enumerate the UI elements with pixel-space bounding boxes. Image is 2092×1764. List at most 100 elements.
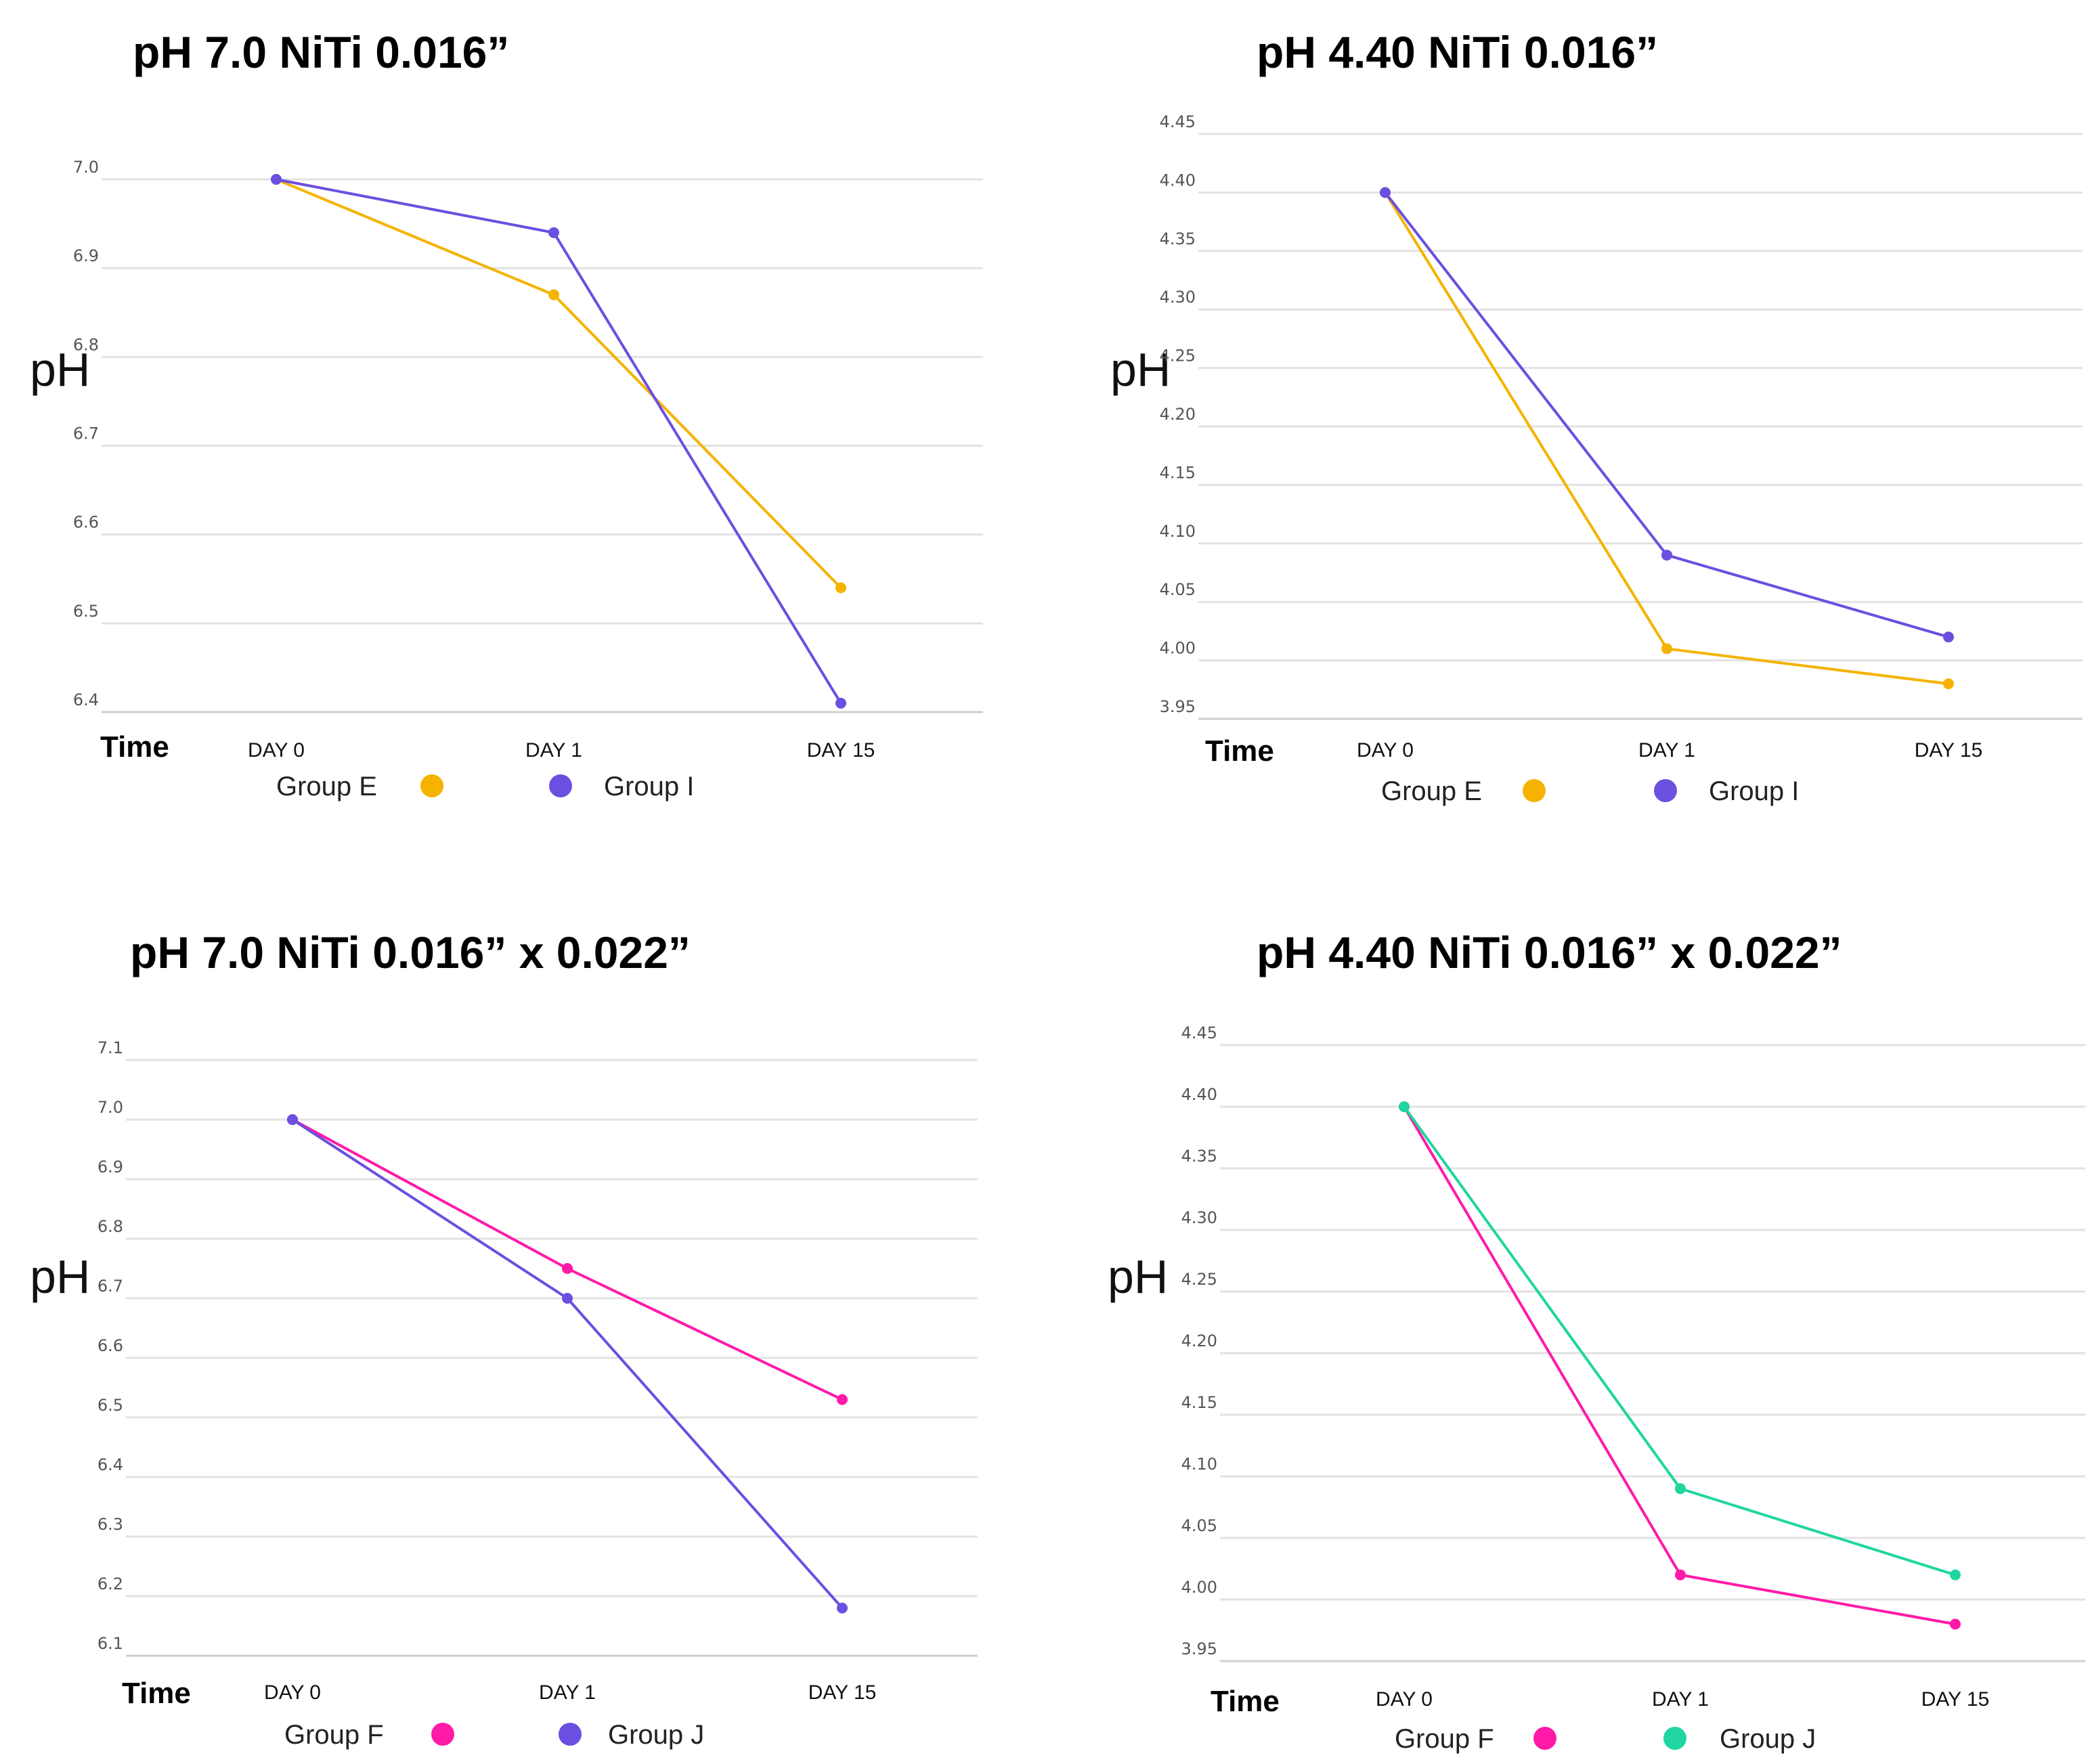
x-tick-label: DAY 15 <box>807 739 875 762</box>
legend-item: Group E <box>276 772 443 801</box>
series-line-group-i <box>1384 192 1949 638</box>
legend-swatch <box>1533 1727 1556 1750</box>
y-tick-label: 6.7 <box>73 424 99 443</box>
legend-item: Group E <box>1381 776 1546 806</box>
y-tick-label: 4.30 <box>1181 1208 1217 1227</box>
legend-swatch <box>420 774 443 797</box>
y-tick-label: 4.15 <box>1160 463 1196 482</box>
data-point <box>1943 678 1954 690</box>
series-line-group-f <box>1403 1105 1956 1626</box>
data-point <box>271 174 282 185</box>
y-axis-label: pH <box>1110 343 1171 396</box>
x-tick-label: DAY 15 <box>808 1681 877 1704</box>
legend-item: Group I <box>1654 776 1799 806</box>
y-tick-label: 4.00 <box>1160 639 1196 658</box>
x-tick-label: DAY 1 <box>1638 739 1695 762</box>
legend-label: Group J <box>1720 1724 1816 1754</box>
data-point <box>1661 643 1672 655</box>
legend-label: Group E <box>1381 776 1482 806</box>
series-line-group-i <box>276 178 842 704</box>
y-axis-label: pH <box>30 343 90 396</box>
y-tick-label: 6.9 <box>73 246 99 265</box>
legend-swatch <box>549 774 572 797</box>
data-point <box>835 697 846 709</box>
legend-swatch <box>431 1723 454 1746</box>
y-tick-label: 4.25 <box>1181 1270 1217 1289</box>
y-tick-label: 4.45 <box>1160 112 1196 131</box>
legend-label: Group J <box>608 1720 704 1750</box>
x-axis-label: Time <box>1211 1685 1280 1718</box>
y-tick-label: 4.40 <box>1181 1085 1217 1104</box>
legend-item: Group I <box>549 772 694 801</box>
data-point <box>1950 1569 1961 1581</box>
y-tick-label: 4.05 <box>1181 1516 1217 1535</box>
x-tick-label: DAY 0 <box>248 739 305 762</box>
data-point <box>1399 1101 1410 1112</box>
y-tick-label: 6.4 <box>73 690 99 709</box>
chart-title: pH 4.40 NiTi 0.016” <box>1257 27 1658 77</box>
data-point <box>1380 187 1391 198</box>
y-tick-label: 3.95 <box>1160 697 1196 716</box>
y-axis-label: pH <box>1108 1250 1168 1303</box>
series-line-group-j <box>291 1118 844 1609</box>
y-tick-label: 4.10 <box>1181 1455 1217 1474</box>
x-tick-label: DAY 15 <box>1921 1688 1990 1711</box>
chart-panel-3: pH 7.0 NiTi 0.016” x 0.022” pH 7.1 7.0 6.9 6.… <box>30 927 978 1750</box>
legend-label: Group F <box>284 1720 384 1750</box>
y-tick-label: 6.2 <box>97 1574 123 1593</box>
series-line-group-j <box>1403 1105 1956 1576</box>
data-point <box>1661 550 1672 561</box>
y-tick-label: 4.20 <box>1181 1331 1217 1350</box>
y-tick-label: 4.05 <box>1160 580 1196 599</box>
legend-item: Group F <box>1395 1724 1556 1754</box>
y-tick-label: 7.0 <box>73 158 99 177</box>
y-tick-label: 7.0 <box>97 1098 123 1117</box>
y-tick-label: 4.45 <box>1181 1023 1217 1042</box>
y-axis-label: pH <box>30 1250 90 1303</box>
x-tick-label: DAY 1 <box>539 1681 596 1704</box>
x-tick-label: DAY 1 <box>525 739 582 762</box>
data-point <box>562 1263 573 1274</box>
legend-swatch <box>1523 779 1546 802</box>
chart-panel-1: pH 7.0 NiTi 0.016” pH 7.0 6.9 6.8 6.7 6.6 6.5 6.… <box>30 27 983 801</box>
y-tick-label: 4.00 <box>1181 1578 1217 1597</box>
x-tick-label: DAY 1 <box>1652 1688 1709 1711</box>
x-tick-label: DAY 15 <box>1915 739 1983 762</box>
data-point <box>1943 632 1954 643</box>
y-tick-label: 4.20 <box>1160 405 1196 424</box>
data-point <box>1950 1618 1961 1630</box>
y-tick-label: 6.8 <box>73 335 99 354</box>
data-point <box>835 582 846 594</box>
y-tick-label: 6.4 <box>97 1455 123 1474</box>
y-tick-label: 7.1 <box>97 1038 123 1057</box>
series-line-group-e <box>1384 192 1949 686</box>
data-point <box>837 1394 848 1405</box>
y-tick-label: 6.1 <box>97 1634 123 1653</box>
y-tick-label: 4.35 <box>1160 229 1196 248</box>
legend-item: Group F <box>284 1720 454 1750</box>
legend-label: Group I <box>604 772 694 801</box>
data-point <box>1675 1569 1686 1581</box>
chart-title: pH 4.40 NiTi 0.016” x 0.022” <box>1257 927 1842 977</box>
y-tick-label: 6.5 <box>73 602 99 621</box>
legend-swatch <box>1654 779 1677 802</box>
legend-label: Group E <box>276 772 377 801</box>
y-tick-label: 6.8 <box>97 1217 123 1236</box>
legend-swatch <box>559 1723 582 1746</box>
y-tick-label: 4.40 <box>1160 171 1196 190</box>
chart-title: pH 7.0 NiTi 0.016” x 0.022” <box>130 927 691 977</box>
legend-label: Group F <box>1395 1724 1494 1754</box>
legend-label: Group I <box>1709 776 1799 806</box>
y-tick-label: 3.95 <box>1181 1639 1217 1658</box>
data-point <box>548 289 559 301</box>
y-tick-label: 4.25 <box>1160 347 1196 366</box>
data-point <box>837 1602 848 1614</box>
data-point <box>562 1293 573 1304</box>
x-tick-label: DAY 0 <box>1357 739 1414 762</box>
data-point <box>287 1114 298 1125</box>
data-point <box>1675 1483 1686 1495</box>
legend-swatch <box>1663 1727 1686 1750</box>
legend-item: Group J <box>1663 1724 1816 1754</box>
chart-title: pH 7.0 NiTi 0.016” <box>133 27 509 77</box>
